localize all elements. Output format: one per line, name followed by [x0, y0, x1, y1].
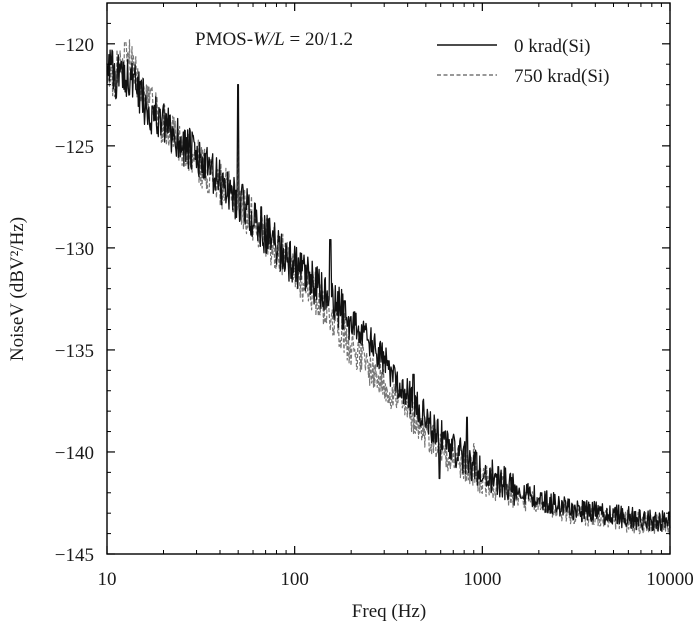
series-line-0krad — [106, 49, 671, 532]
legend-label-0krad: 0 krad(Si) — [514, 36, 591, 57]
annotation-italic: W/L — [253, 29, 285, 50]
y-tick-label: −125 — [55, 137, 94, 158]
legend: 0 krad(Si) 750 krad(Si) — [437, 36, 610, 87]
axes-layer: 10 100 1000 10000 −145 −140 −135 −130 −125 −120 — [55, 2, 694, 590]
x-tick-label: 100 — [280, 569, 309, 590]
chart-annotation: PMOS-W/L = 20/1.2 — [195, 29, 353, 50]
series-layer — [106, 39, 671, 536]
x-tick-label: 10 — [98, 569, 117, 590]
series-line-750krad — [106, 39, 671, 536]
legend-label-750krad: 750 krad(Si) — [514, 66, 610, 87]
x-axis-title: Freq (Hz) — [352, 601, 426, 622]
annotation-prefix: PMOS- — [195, 29, 253, 50]
plot-frame — [106, 2, 671, 555]
y-axis-title: NoiseV (dBV²/Hz) — [7, 217, 28, 361]
y-tick-label: −135 — [55, 341, 94, 362]
y-tick-label: −140 — [55, 443, 94, 464]
annotation-suffix: = 20/1.2 — [285, 29, 353, 50]
x-tick-label: 1000 — [463, 569, 501, 590]
y-tick-label: −120 — [55, 35, 94, 56]
y-tick-label: −145 — [55, 545, 94, 566]
y-tick-label: −130 — [55, 239, 94, 260]
x-tick-label: 10000 — [646, 569, 694, 590]
